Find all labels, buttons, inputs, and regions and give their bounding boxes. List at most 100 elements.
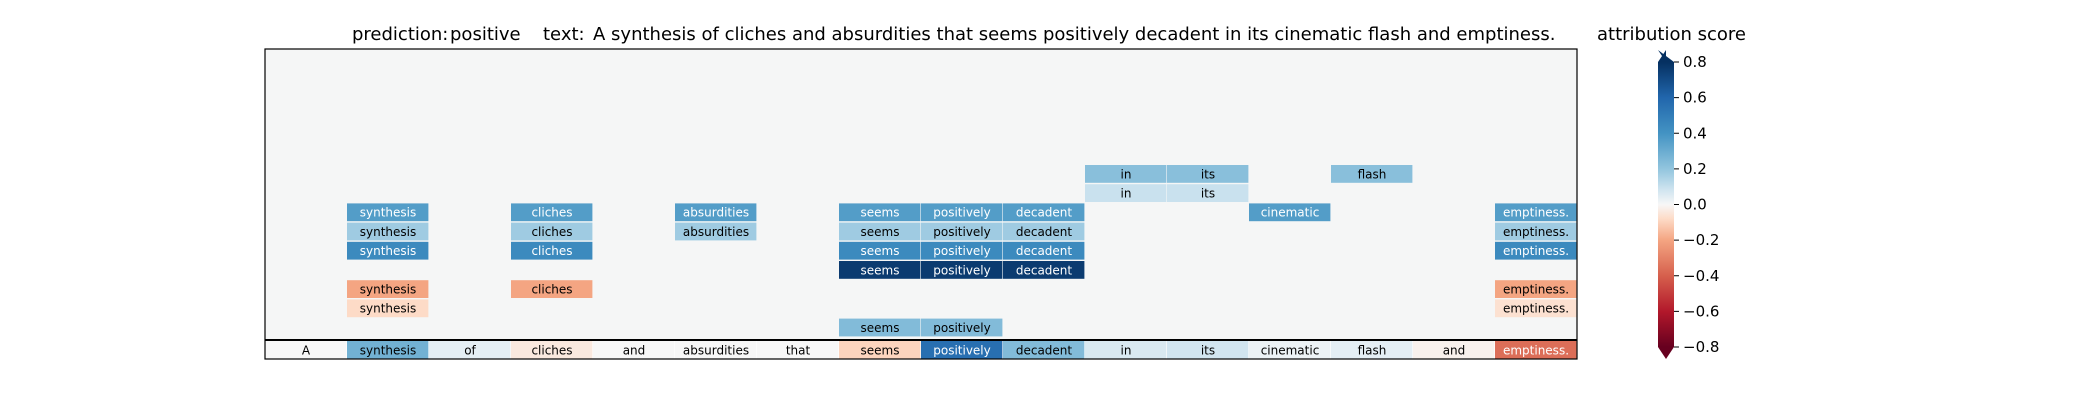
colorbar-tick-label: 0.8 <box>1683 53 1707 71</box>
layer-4-cell-3: cliches <box>511 241 593 260</box>
layer-2-cell-7: seems <box>839 203 921 222</box>
layer-4-cell-7-label: seems <box>861 244 900 258</box>
layer-1-cell-11-rect <box>1167 184 1249 202</box>
layer-3-cell-7: seems <box>839 222 921 241</box>
token-cell-14-rect <box>1413 341 1495 359</box>
token-cell-7-label: seems <box>861 343 900 357</box>
token-cell-0: A <box>265 341 347 359</box>
token-cell-9-label: decadent <box>1016 343 1073 357</box>
colorbar-tick-label: 0.6 <box>1683 89 1707 107</box>
text-value: A synthesis of cliches and absurdities t… <box>593 24 1555 45</box>
layer-5-cell-7: seems <box>839 261 921 279</box>
layer-0-cell-10-label: in <box>1121 167 1132 181</box>
colorbar-tick-label: −0.4 <box>1683 267 1719 285</box>
layer-7-cell-1: synthesis <box>347 299 429 318</box>
layer-4-cell-1: synthesis <box>347 241 429 260</box>
layer-4-cell-8-label: positively <box>933 244 991 258</box>
layer-2-cell-12-rect <box>1249 203 1331 222</box>
layer-2-cell-1-rect <box>347 203 429 222</box>
layer-3-cell-5-label: absurdities <box>683 225 749 239</box>
token-cell-4: and <box>593 341 675 359</box>
layer-3-cell-3: cliches <box>511 222 593 241</box>
token-cell-5: absurdities <box>675 341 757 359</box>
layer-5-cell-9: decadent <box>1003 261 1085 279</box>
layer-4-cell-3-label: cliches <box>531 244 572 258</box>
layer-2-cell-5-rect <box>675 203 757 222</box>
token-cell-3: cliches <box>511 341 593 359</box>
layer-5-cell-8: positively <box>921 261 1003 279</box>
token-cell-6-rect <box>757 341 839 359</box>
layer-0-cell-13-rect <box>1331 165 1413 183</box>
layer-4-cell-15: emptiness. <box>1495 241 1577 260</box>
layer-3-cell-9-rect <box>1003 222 1085 241</box>
layer-7-cell-1-label: synthesis <box>360 302 417 316</box>
colorbar-ticks: 0.8 0.6 0.4 0.2 0.0 −0.2 −0.4 −0.6 −0.8 <box>1674 53 1719 356</box>
token-cell-6-label: that <box>786 343 811 357</box>
layer-2-cell-9-label: decadent <box>1016 206 1073 220</box>
layer-2-cell-1: synthesis <box>347 203 429 222</box>
token-cell-13: flash <box>1331 341 1413 359</box>
layer-2-cell-5-label: absurdities <box>683 206 749 220</box>
layer-6-cell-3-rect <box>511 280 593 298</box>
layer-2-cell-12-label: cinematic <box>1261 206 1320 220</box>
layer-0-cell-11: its <box>1167 165 1249 183</box>
token-cell-14: and <box>1413 341 1495 359</box>
token-cell-1-rect <box>347 341 429 359</box>
layer-0-cell-13-label: flash <box>1358 167 1387 181</box>
token-cell-9-rect <box>1003 341 1085 359</box>
layer-5-cell-7-rect <box>839 261 921 279</box>
layer-5-cell-9-rect <box>1003 261 1085 279</box>
token-cell-1: synthesis <box>347 341 429 359</box>
token-cell-15-label: emptiness. <box>1503 343 1569 357</box>
token-cell-12-rect <box>1249 341 1331 359</box>
layer-0-cell-11-label: its <box>1201 167 1215 181</box>
colorbar-extend-bottom <box>1658 347 1674 359</box>
layer-4-cell-9: decadent <box>1003 241 1085 260</box>
layer-3-cell-15-label: emptiness. <box>1503 225 1569 239</box>
token-cell-2-label: of <box>464 343 476 357</box>
layer-2-cell-9: decadent <box>1003 203 1085 222</box>
layer-3-cell-15-rect <box>1495 222 1577 241</box>
layer-2-cell-3-label: cliches <box>531 206 572 220</box>
layer-1-cell-10: in <box>1085 184 1167 202</box>
token-cell-15: emptiness. <box>1495 341 1577 359</box>
colorbar-gradient <box>1658 62 1674 347</box>
colorbar-tick-label: 0.4 <box>1683 124 1707 142</box>
colorbar: attribution score 0.8 0.6 0.4 0.2 0.0 −0.2 −0.… <box>1597 24 1746 359</box>
token-cell-8-label: positively <box>933 343 991 357</box>
token-cell-8: positively <box>921 341 1003 359</box>
layer-8-cell-7: seems <box>839 318 921 337</box>
token-cell-13-label: flash <box>1358 343 1387 357</box>
token-cell-3-label: cliches <box>531 343 572 357</box>
layer-5-cell-8-rect <box>921 261 1003 279</box>
layer-3-cell-5-rect <box>675 222 757 241</box>
heatmap-frame <box>264 48 1578 360</box>
layer-8-cell-8-label: positively <box>933 321 991 335</box>
layer-3-cell-5: absurdities <box>675 222 757 241</box>
layer-6-cell-1-label: synthesis <box>360 282 417 296</box>
layer-3-cell-3-label: cliches <box>531 225 572 239</box>
layer-2-cell-3-rect <box>511 203 593 222</box>
layer-8-cell-7-rect <box>839 318 921 337</box>
layer-4-cell-7: seems <box>839 241 921 260</box>
token-cell-12-label: cinematic <box>1261 343 1320 357</box>
prediction-label: prediction: <box>352 24 448 45</box>
layer-1-cell-10-label: in <box>1121 186 1132 200</box>
text-label: text: <box>543 24 585 45</box>
token-cell-10-rect <box>1085 341 1167 359</box>
token-cell-12: cinematic <box>1249 341 1331 359</box>
token-cell-1-label: synthesis <box>360 343 417 357</box>
layer-5-cell-8-label: positively <box>933 263 991 277</box>
token-cell-11: its <box>1167 341 1249 359</box>
layer-0-cell-10-rect <box>1085 165 1167 183</box>
token-cell-2-rect <box>429 341 511 359</box>
layer-1-cell-11-label: its <box>1201 186 1215 200</box>
colorbar-title: attribution score <box>1597 24 1746 45</box>
layer-3-cell-1-rect <box>347 222 429 241</box>
colorbar-extend-top-left <box>1658 50 1666 62</box>
heatmap-plot: in its flash in its synthesis cliches absurditi… <box>264 48 1578 360</box>
colorbar-tick-label: −0.6 <box>1683 302 1719 320</box>
layer-5-cell-7-label: seems <box>861 263 900 277</box>
layer-1-cell-11: its <box>1167 184 1249 202</box>
